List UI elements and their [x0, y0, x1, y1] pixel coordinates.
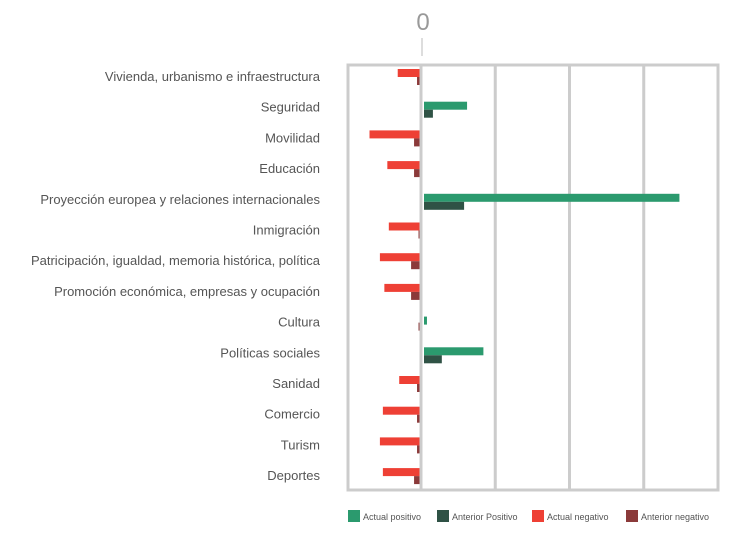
zero-tick-label: 0 [416, 9, 429, 36]
bar-anterior-positivo [424, 355, 442, 364]
category-label: Sanidad [272, 376, 320, 391]
bar-anterior-negativo [417, 384, 420, 392]
legend-label: Anterior Positivo [452, 512, 518, 522]
legend-swatch [437, 510, 449, 522]
bar-anterior-positivo [424, 201, 465, 210]
plot-frame [346, 63, 720, 492]
category-label: Comercio [264, 407, 320, 422]
bar-anterior-negativo [411, 291, 420, 300]
bar-anterior-negativo [417, 77, 420, 85]
bar-actual-positivo [424, 193, 680, 202]
bar-actual-positivo [424, 347, 484, 356]
bar-actual-negativo [387, 161, 420, 170]
bars [369, 69, 680, 485]
gridlines [493, 65, 646, 490]
legend-swatch [532, 510, 544, 522]
bar-actual-negativo [384, 283, 420, 292]
category-label: Turism [281, 437, 320, 452]
category-label: Patricipación, igualdad, memoria históri… [31, 253, 321, 268]
bar-anterior-negativo [417, 445, 420, 454]
category-labels: Vivienda, urbanismo e infraestructura Seg… [31, 69, 321, 483]
legend-label: Anterior negativo [641, 512, 709, 522]
category-label: Vivienda, urbanismo e infraestructura [105, 69, 321, 84]
bar-actual-negativo [397, 69, 420, 77]
bar-actual-negativo [379, 253, 420, 262]
category-label: Educación [259, 161, 320, 176]
bar-actual-positivo [424, 316, 427, 325]
bar-actual-negativo [379, 437, 420, 446]
category-label: Seguridad [261, 100, 320, 115]
category-label: Promoción económica, empresas y ocupació… [54, 284, 320, 299]
bar-anterior-positivo [424, 109, 433, 118]
bar-anterior-negativo [417, 414, 420, 423]
zero-axis: 0 [416, 9, 430, 490]
bar-actual-negativo [399, 376, 420, 384]
bar-anterior-negativo [414, 138, 420, 147]
legend-label: Actual positivo [363, 512, 421, 522]
category-label: Deportes [267, 468, 320, 483]
category-label: Proyección europea y relaciones internac… [40, 192, 320, 207]
plot-border [346, 63, 720, 492]
bar-anterior-negativo [411, 261, 420, 270]
bar-actual-positivo [424, 101, 468, 110]
category-label: Políticas sociales [220, 345, 320, 360]
bar-anterior-negativo [418, 322, 420, 331]
category-label: Movilidad [265, 130, 320, 145]
legend-swatch [348, 510, 360, 522]
legend: Actual positivo Anterior Positivo Actual n… [348, 510, 709, 522]
bar-anterior-negativo [414, 476, 420, 485]
legend-label: Actual negativo [547, 512, 609, 522]
bar-actual-negativo [382, 468, 420, 477]
bar-actual-negativo [388, 222, 420, 231]
bar-actual-negativo [382, 406, 420, 415]
bar-anterior-negativo [418, 230, 420, 239]
bar-anterior-negativo [414, 169, 420, 178]
legend-swatch [626, 510, 638, 522]
category-label: Cultura [278, 315, 321, 330]
bar-actual-negativo [369, 130, 420, 139]
category-label: Inmigración [253, 223, 320, 238]
